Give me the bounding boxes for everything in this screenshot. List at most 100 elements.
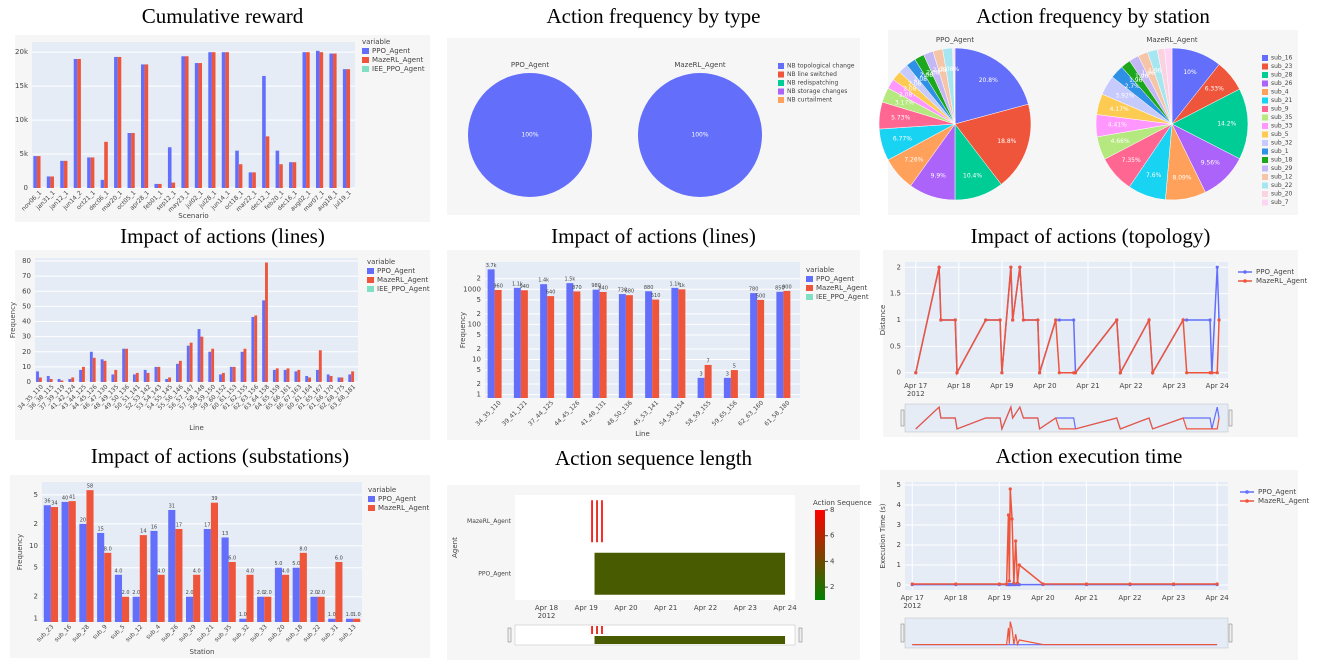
y-tick-label: 5k xyxy=(19,150,28,158)
data-label: 17 xyxy=(176,522,182,528)
bar xyxy=(246,574,254,622)
chart-title: Impact of actions (substations) xyxy=(91,444,349,468)
bar xyxy=(228,561,236,622)
y-tick-label: 2 xyxy=(477,380,481,388)
bar xyxy=(68,501,76,622)
marker xyxy=(1021,318,1026,322)
marker xyxy=(937,265,941,269)
data-label: 3 xyxy=(700,371,703,377)
bar xyxy=(186,345,190,382)
data-label: 4.0 xyxy=(157,568,165,574)
legend-label: sub_20 xyxy=(1271,191,1293,198)
marker xyxy=(1185,371,1189,375)
bar xyxy=(68,378,72,382)
bar xyxy=(194,63,199,188)
bar xyxy=(265,136,270,188)
bar xyxy=(262,75,266,188)
y-tick-label: 2 xyxy=(897,541,901,549)
marker xyxy=(954,582,958,586)
pie-label: 7.35% xyxy=(1122,157,1141,164)
chart-title: Cumulative reward xyxy=(142,4,304,28)
bar xyxy=(704,364,712,398)
x-tick-label: Apr 22 xyxy=(1119,382,1142,390)
x-tick-label: Apr 19 xyxy=(990,382,1013,390)
bar xyxy=(208,52,212,188)
data-label: 17 xyxy=(204,522,210,528)
bar xyxy=(200,336,204,382)
legend-label: PPO_Agent xyxy=(1256,268,1294,276)
bar xyxy=(50,176,54,188)
bar xyxy=(252,172,256,188)
bar xyxy=(111,374,115,382)
data-label: 16 xyxy=(151,524,157,530)
x-tick-label: Apr 18 xyxy=(535,604,558,612)
bar xyxy=(265,262,268,382)
y-tick-label: 1.5 xyxy=(890,290,901,298)
marker xyxy=(1005,582,1009,586)
data-label: 1.0 xyxy=(328,612,336,618)
marker xyxy=(1057,318,1061,322)
data-label: 840 xyxy=(598,285,608,291)
bar xyxy=(275,368,279,382)
data-label: 20 xyxy=(80,517,86,523)
pie-label: 2.08% xyxy=(908,81,927,88)
bar xyxy=(139,535,147,622)
legend-swatch xyxy=(806,294,813,300)
y-tick-label: 50 xyxy=(22,302,31,310)
y-tick-label: 2 xyxy=(34,520,38,528)
bar xyxy=(49,378,53,382)
data-label: 15 xyxy=(97,526,103,532)
bar xyxy=(114,369,118,382)
bar xyxy=(239,618,247,622)
y-tick-label: 2 xyxy=(477,275,481,283)
bar xyxy=(750,293,758,398)
pie-label: 6.77% xyxy=(893,136,912,143)
legend-swatch xyxy=(368,496,375,502)
data-label: 58 xyxy=(87,484,93,490)
marker xyxy=(955,371,959,375)
y-tick-label: 0 xyxy=(24,184,28,192)
marker xyxy=(1185,318,1189,322)
legend-swatch xyxy=(1262,89,1268,95)
marker xyxy=(1215,371,1219,375)
bar xyxy=(652,299,660,398)
data-label: 900 xyxy=(782,284,792,290)
legend-label: sub_16 xyxy=(1271,55,1293,62)
data-label: 1.5k xyxy=(564,277,575,283)
marker xyxy=(1010,517,1014,521)
plot-area xyxy=(42,482,362,622)
pie-slice xyxy=(638,73,762,197)
marker xyxy=(910,582,914,586)
bar xyxy=(122,348,126,382)
colorbar xyxy=(815,510,825,600)
marker xyxy=(914,371,918,375)
bar xyxy=(178,360,182,382)
data-label: 1.1k xyxy=(669,281,680,287)
marker xyxy=(1037,371,1042,375)
legend-label: sub_1 xyxy=(1271,148,1289,155)
bar xyxy=(90,157,95,188)
y-tick-label: 10k xyxy=(15,116,29,124)
bar xyxy=(168,509,176,622)
marker xyxy=(1215,582,1219,586)
bar xyxy=(208,351,212,382)
heat-cell xyxy=(596,500,598,543)
marker xyxy=(998,318,1002,322)
y-tick-label: 5 xyxy=(477,331,481,339)
bar xyxy=(283,369,287,382)
bar xyxy=(238,164,243,188)
y-tick-label: 60 xyxy=(22,287,31,295)
bar xyxy=(275,150,280,188)
slider-line xyxy=(915,404,1220,432)
data-label: 3 xyxy=(726,371,729,377)
legend-label: sub_32 xyxy=(1271,140,1293,147)
bar xyxy=(348,374,352,382)
bar xyxy=(219,374,222,382)
bar xyxy=(211,52,216,188)
data-label: 850 xyxy=(775,285,785,291)
bar xyxy=(132,374,136,382)
bar xyxy=(46,176,51,188)
range-slider xyxy=(904,617,1229,649)
legend-label: IEE_PPO_Agent xyxy=(372,65,425,73)
bar xyxy=(89,351,93,382)
